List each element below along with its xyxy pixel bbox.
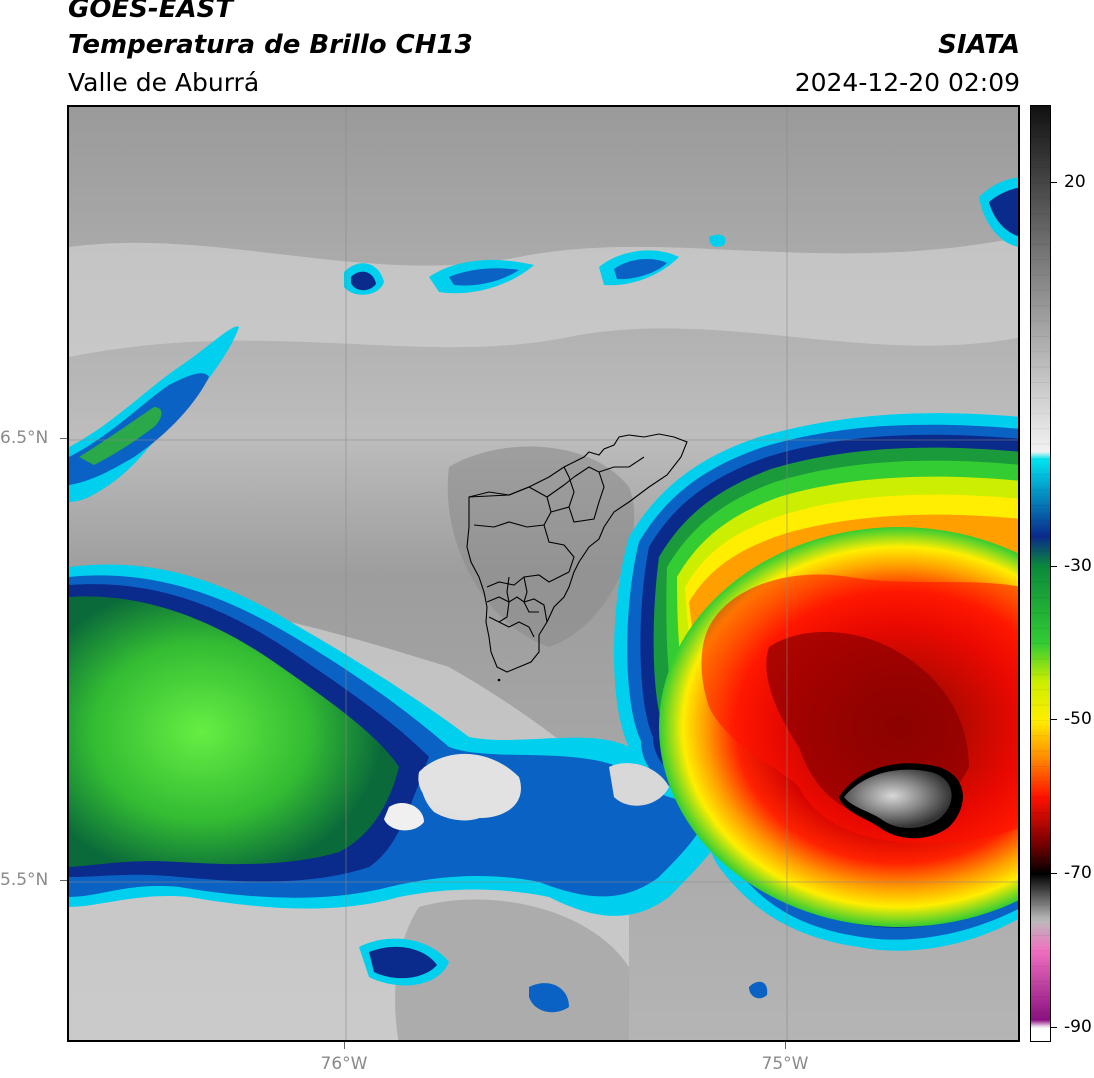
lon-tick [344,1042,345,1049]
lon-tick [785,1042,786,1049]
colorbar-tick-label: -30 [1064,555,1092,576]
colorbar [1030,105,1051,1042]
lat-tick [60,438,67,439]
product-title: Temperatura de Brillo CH13 [68,30,473,60]
timestamp-label: 2024-12-20 02:09 [794,68,1020,97]
graticule [69,107,1018,1040]
colorbar-tick [1051,181,1057,183]
lat-tick [60,880,67,881]
colorbar-tick [1051,1026,1057,1028]
lat-label-5-5n: 5.5°N [0,870,49,890]
lon-label-76w: 76°W [320,1054,368,1074]
organization-label: SIATA [938,30,1020,60]
colorbar-tick-label: -50 [1064,709,1092,730]
lat-label-6-5n: 6.5°N [0,428,49,448]
region-subtitle: Valle de Aburrá [68,68,260,97]
colorbar-tick [1051,873,1057,875]
colorbar-tick-label: -90 [1064,1016,1092,1037]
brightness-temperature-field [69,107,1018,1040]
colorbar-tick-label: 20 [1064,171,1086,192]
lon-label-75w: 75°W [761,1054,809,1074]
satellite-map[interactable] [67,105,1020,1042]
satellite-title: GOES-EAST [68,0,234,24]
colorbar-tick [1051,719,1057,721]
colorbar-tick-label: -70 [1064,863,1092,884]
valle-de-aburra-municipal-boundaries [466,433,688,682]
colorbar-gradient [1031,106,1050,1041]
colorbar-tick [1051,565,1057,567]
